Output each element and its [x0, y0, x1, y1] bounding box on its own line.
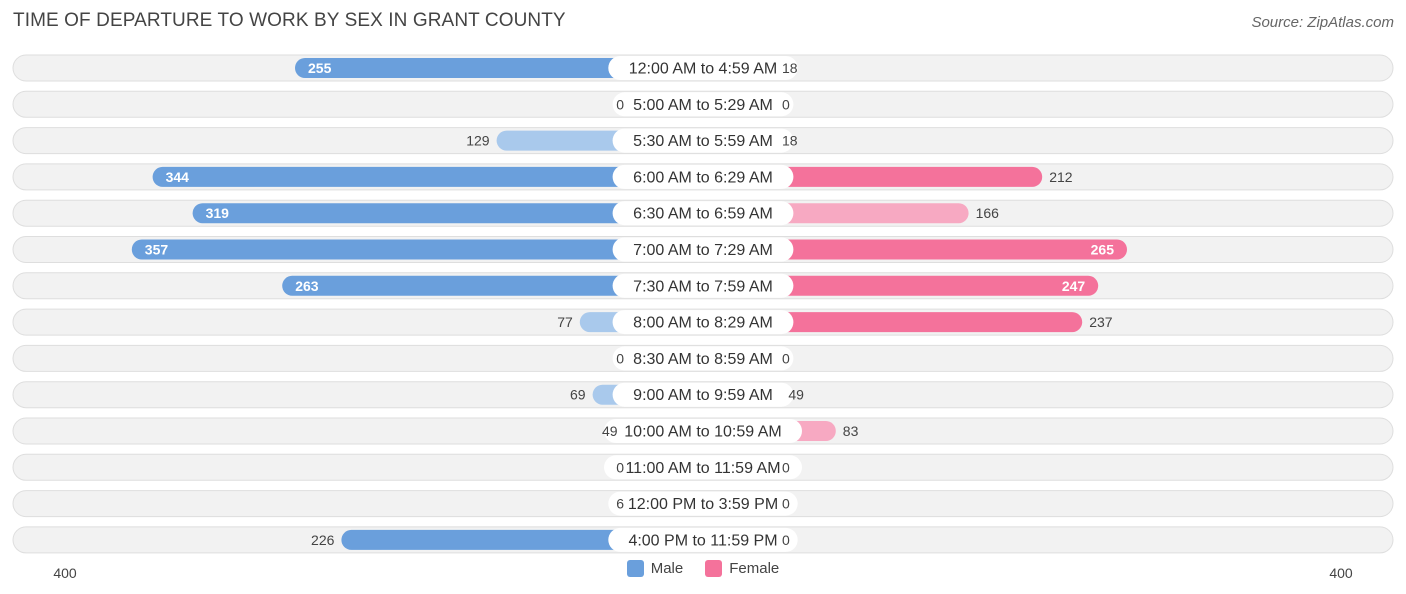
female-swatch: [705, 560, 723, 577]
legend: Male Female: [0, 560, 1406, 577]
category-label-pill: [604, 455, 802, 480]
category-label: 4:00 PM to 11:59 PM: [628, 532, 777, 549]
male-value-label: 0: [616, 96, 624, 112]
category-label-pill: [612, 92, 794, 117]
female-value-label: 18: [782, 60, 798, 76]
legend-label-male: Male: [650, 560, 684, 577]
category-label: 11:00 AM to 11:59 AM: [625, 460, 780, 477]
category-label: 5:00 AM to 5:29 AM: [633, 97, 773, 114]
category-label: 6:30 AM to 6:59 AM: [633, 206, 773, 223]
category-label: 8:30 AM to 8:59 AM: [633, 351, 773, 368]
male-value-label: 77: [557, 314, 573, 330]
female-value-label: 166: [976, 205, 1000, 221]
category-label: 8:00 AM to 8:29 AM: [633, 315, 773, 332]
female-value-label: 0: [782, 496, 790, 512]
female-value-label: 212: [1049, 169, 1073, 185]
male-bar: [295, 58, 703, 78]
male-value-label: 6: [616, 496, 624, 512]
female-value-label: 83: [843, 423, 859, 439]
category-label-pill: [608, 56, 798, 80]
category-label: 7:30 AM to 7:59 AM: [633, 278, 773, 295]
axis-label-right: 400: [1329, 565, 1353, 581]
male-value-label: 0: [616, 350, 624, 366]
male-value-label: 263: [295, 278, 319, 294]
female-value-label: 0: [782, 459, 790, 475]
category-label-pill: [604, 419, 802, 443]
category-label-pill: [608, 491, 798, 516]
male-value-label: 226: [311, 532, 335, 548]
category-label: 12:00 AM to 4:59 AM: [629, 61, 778, 78]
male-value-label: 129: [466, 133, 490, 149]
female-value-label: 18: [782, 133, 798, 149]
axis-label-left: 400: [53, 565, 77, 581]
category-label: 9:00 AM to 9:59 AM: [633, 387, 773, 404]
male-value-label: 255: [308, 60, 332, 76]
category-label-pill: [612, 273, 794, 298]
male-value-label: 49: [602, 423, 618, 439]
male-value-label: 344: [166, 169, 190, 185]
female-value-label: 49: [788, 387, 804, 403]
male-value-label: 0: [616, 459, 624, 475]
category-label-pill: [612, 237, 794, 262]
category-label-pill: [612, 128, 794, 153]
female-value-label: 0: [782, 96, 790, 112]
female-bar: [703, 275, 1099, 296]
male-value-label: 69: [570, 387, 586, 403]
category-label: 12:00 PM to 3:59 PM: [628, 496, 778, 513]
category-label-pill: [612, 346, 794, 371]
category-label-pill: [612, 310, 794, 335]
category-label-pill: [612, 382, 794, 407]
legend-label-female: Female: [729, 560, 780, 577]
male-bar: [131, 239, 704, 260]
legend-item-male[interactable]: Male: [626, 560, 684, 577]
category-label: 10:00 AM to 10:59 AM: [624, 424, 781, 441]
category-label: 6:00 AM to 6:29 AM: [633, 169, 773, 186]
female-value-label: 0: [782, 350, 790, 366]
male-swatch: [626, 560, 644, 577]
female-bar: [703, 239, 1127, 260]
category-label-pill: [608, 527, 798, 552]
female-value-label: 0: [782, 532, 790, 548]
chart-title: TIME OF DEPARTURE TO WORK BY SEX IN GRAN…: [13, 10, 566, 31]
male-bar: [152, 166, 704, 187]
male-bar: [192, 203, 703, 224]
source-label: Source: ZipAtlas.com: [1251, 14, 1394, 31]
male-value-label: 357: [145, 242, 169, 258]
male-bar: [282, 275, 703, 296]
female-value-label: 237: [1089, 314, 1113, 330]
category-label-pill: [612, 201, 794, 226]
category-label: 7:00 AM to 7:29 AM: [633, 242, 773, 259]
female-value-label: 265: [1091, 242, 1115, 258]
male-value-label: 319: [206, 205, 230, 221]
category-label: 5:30 AM to 5:59 AM: [633, 133, 773, 150]
female-bar: [703, 312, 1083, 333]
female-value-label: 247: [1062, 278, 1086, 294]
category-label-pill: [612, 164, 794, 189]
legend-item-female[interactable]: Female: [705, 560, 779, 577]
